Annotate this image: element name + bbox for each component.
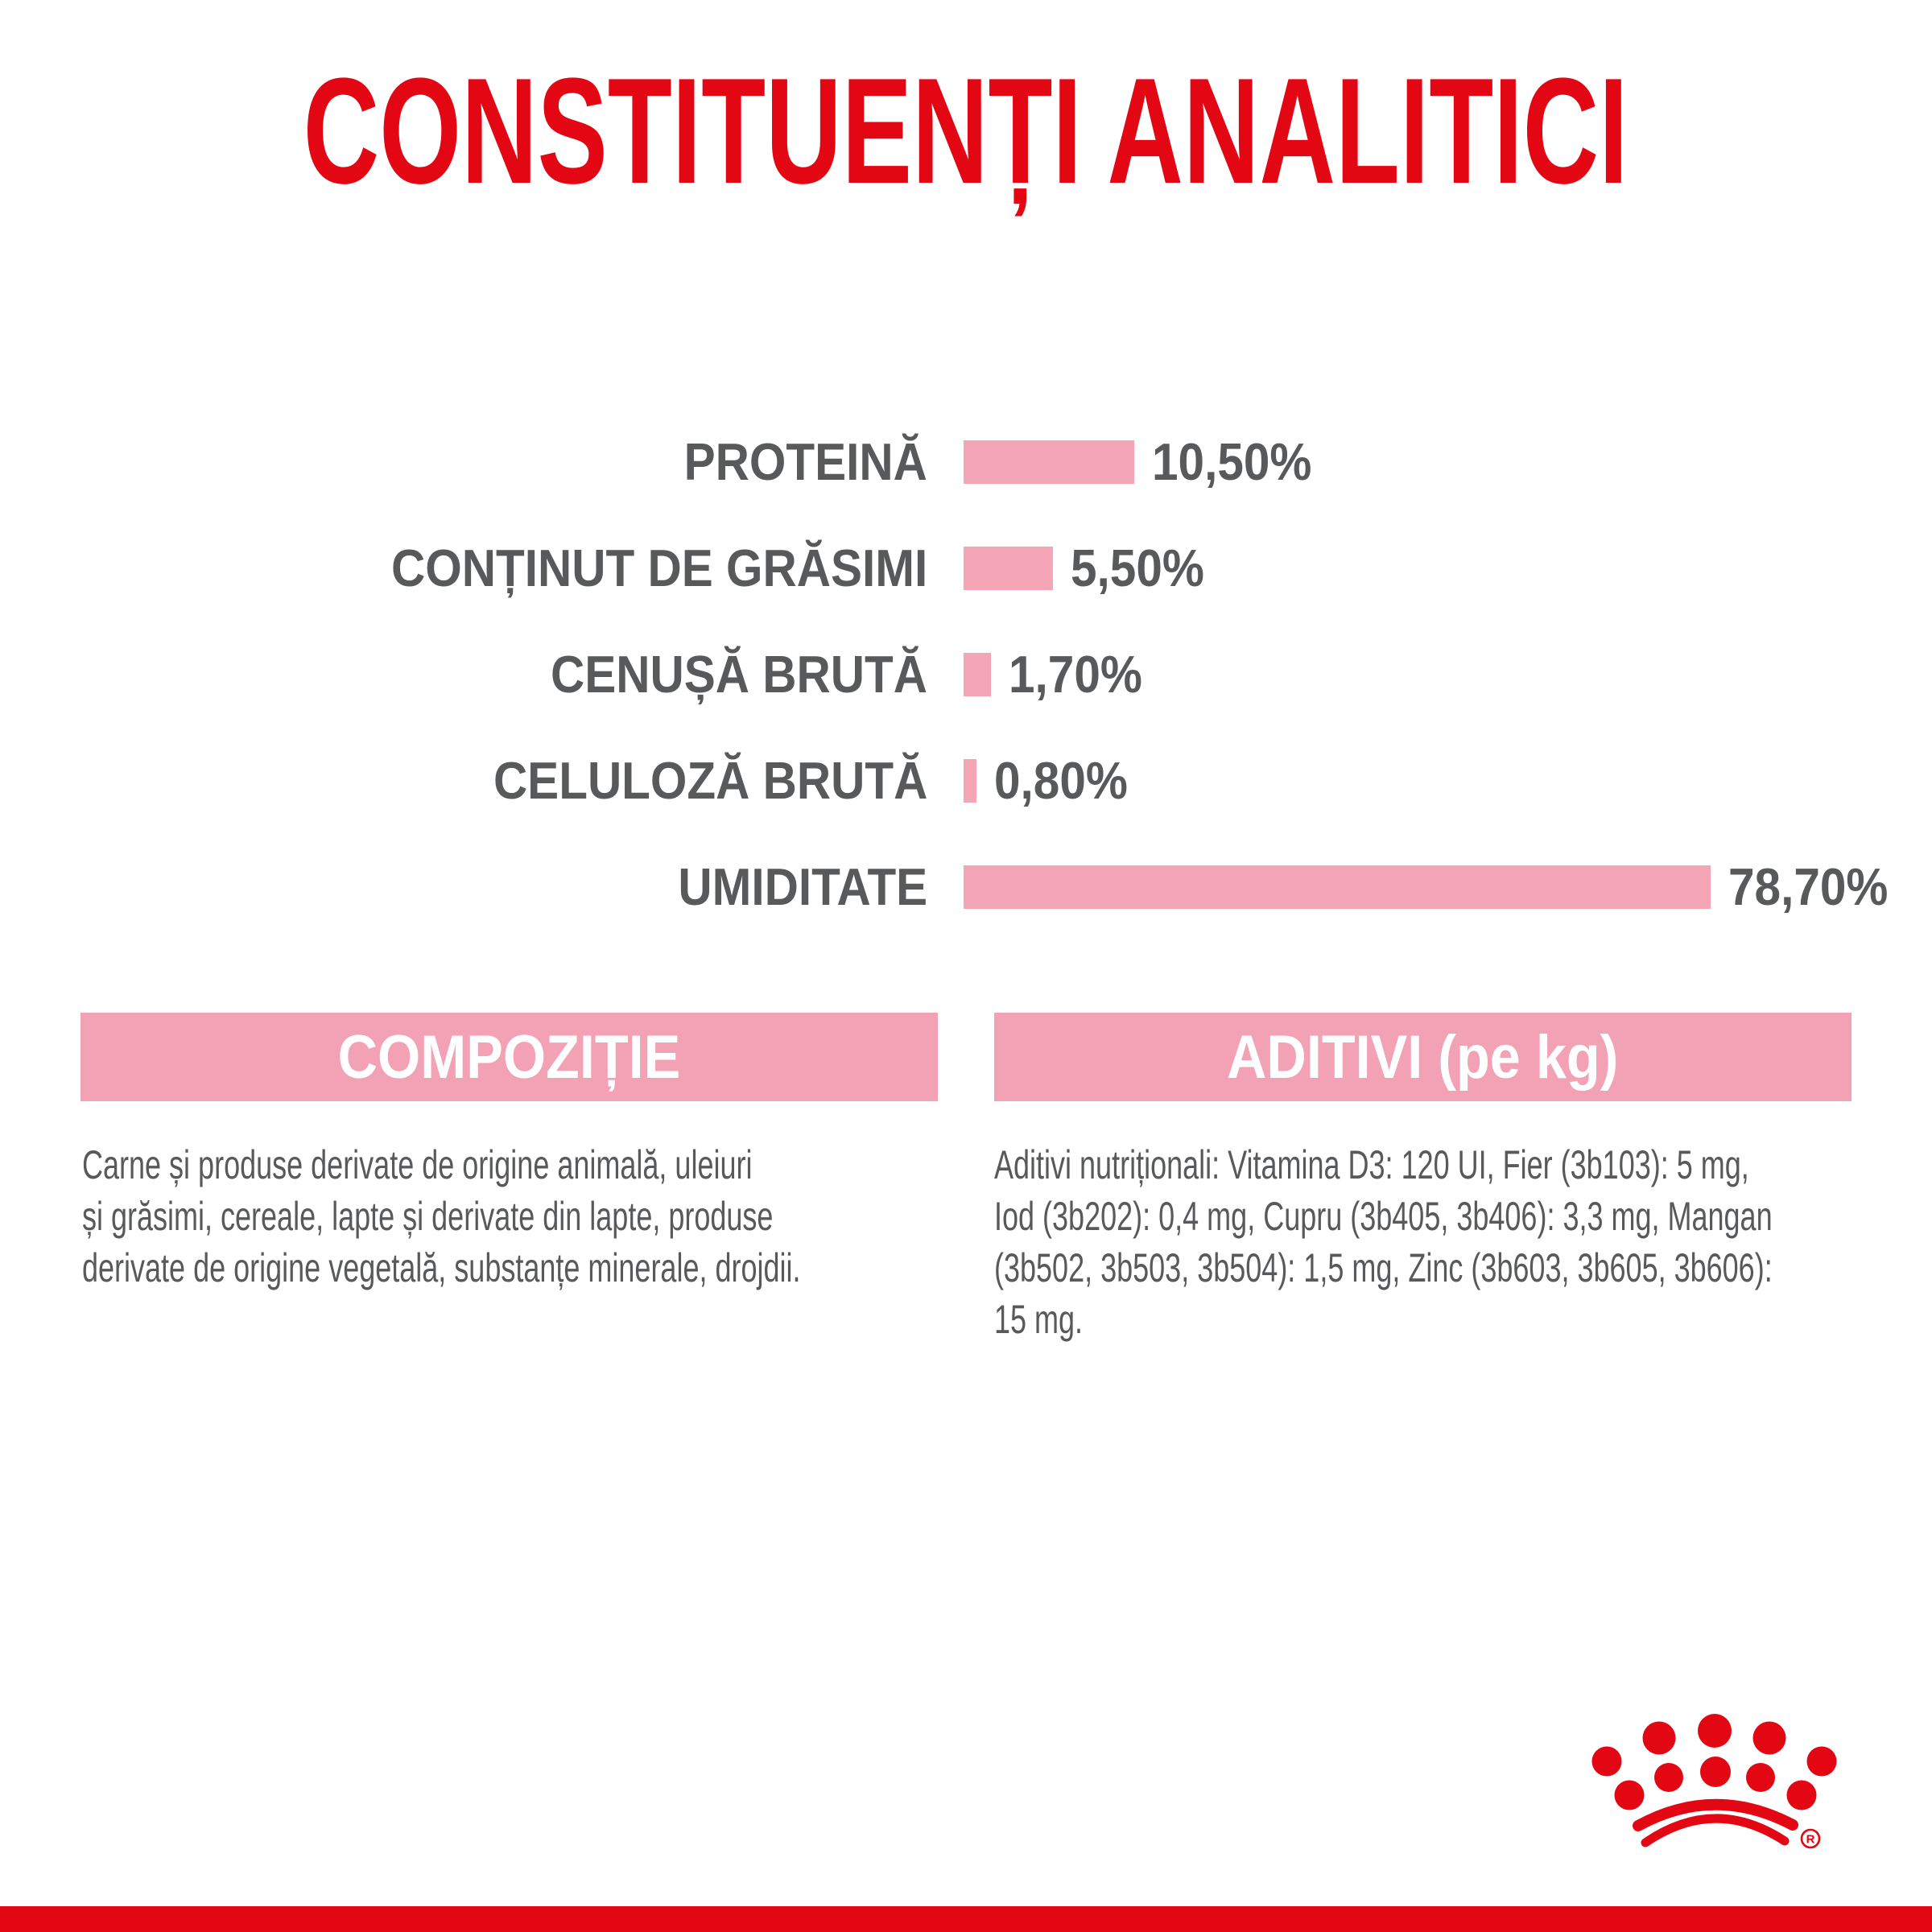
additives-text: Aditivi nutriționali: Vitamina D3: 120 U… xyxy=(994,1139,1773,1345)
composition-text: Carne și produse derivate de origine ani… xyxy=(82,1139,801,1294)
additives-text-line: Iod (3b202): 0,4 mg, Cupru (3b405, 3b406… xyxy=(994,1194,1773,1239)
bar-label: UMIDITATE xyxy=(678,857,927,916)
chart-row: UMIDITATE 78,70% xyxy=(0,861,1932,914)
section-header-additives: ADITIVI (pe kg) xyxy=(994,1013,1852,1101)
bar-label: PROTEINĂ xyxy=(683,432,927,491)
chart-row: CELULOZĂ BRUTĂ 0,80% xyxy=(0,754,1932,807)
footer-red-band xyxy=(0,1906,1932,1932)
bar-value: 5,50% xyxy=(1071,539,1204,597)
bar-label: CONȚINUT DE GRĂSIMI xyxy=(390,539,927,597)
bar-value: 1,70% xyxy=(1009,645,1142,704)
bar-value: 78,70% xyxy=(1728,857,1889,916)
bar-value: 0,80% xyxy=(994,751,1128,810)
value-bar xyxy=(964,440,1134,484)
bar-value: 10,50% xyxy=(1152,432,1312,491)
svg-text:R: R xyxy=(1806,1833,1815,1847)
composition-text-line: derivate de origine vegetală, substanțe … xyxy=(82,1245,801,1290)
value-bar xyxy=(964,759,976,803)
additives-text-line: 15 mg. xyxy=(994,1297,1084,1342)
composition-text-line: și grăsimi, cereale, lapte și derivate d… xyxy=(82,1194,774,1239)
chart-row: CENUȘĂ BRUTĂ 1,70% xyxy=(0,648,1932,701)
chart-row: CONȚINUT DE GRĂSIMI 5,50% xyxy=(0,542,1932,595)
page-title: CONSTITUENȚI ANALITICI xyxy=(303,47,1629,215)
composition-text-line: Carne și produse derivate de origine ani… xyxy=(82,1142,753,1187)
crown-arc-upper xyxy=(1633,1798,1798,1831)
section-header-composition: COMPOZIȚIE xyxy=(80,1013,938,1101)
bar-label: CELULOZĂ BRUTĂ xyxy=(493,751,927,810)
value-bar xyxy=(964,865,1711,909)
bar-label: CENUȘĂ BRUTĂ xyxy=(551,645,927,704)
additives-text-line: Aditivi nutriționali: Vitamina D3: 120 U… xyxy=(994,1142,1749,1187)
value-bar xyxy=(964,547,1053,590)
registered-trademark-icon: R xyxy=(1800,1828,1821,1849)
crown-arc-lower xyxy=(1641,1814,1790,1847)
royal-canin-crown-logo: R xyxy=(1591,1714,1837,1849)
value-bar xyxy=(964,653,991,696)
additives-text-line: (3b502, 3b503, 3b504): 1,5 mg, Zinc (3b6… xyxy=(994,1245,1773,1290)
chart-row: PROTEINĂ 10,50% xyxy=(0,436,1932,489)
crown-dots xyxy=(1591,1714,1837,1810)
